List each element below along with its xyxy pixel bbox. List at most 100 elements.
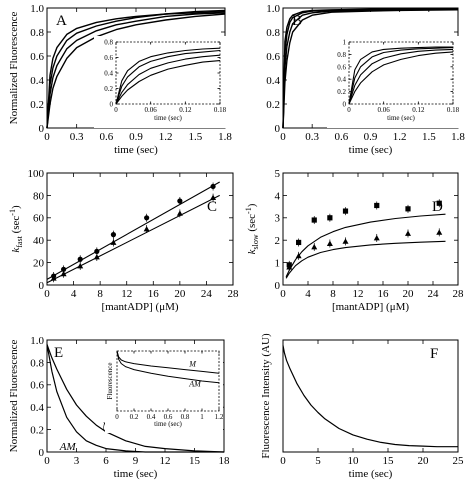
data-point	[436, 200, 442, 206]
fit-line	[285, 213, 446, 278]
panel-label: E	[54, 345, 63, 361]
y-tick-label: 0	[39, 123, 45, 135]
x-tick-label: 24	[428, 288, 440, 300]
inset-x-tick-label: 1	[200, 413, 204, 421]
x-tick-label: 28	[453, 288, 465, 300]
y-tick-label: 4	[275, 190, 281, 202]
inset-y-tick-label: 1	[343, 38, 347, 46]
x-tick-label: 12	[121, 288, 132, 300]
x-axis-label: time (sec)	[349, 468, 393, 480]
inset-y-tick-label: 0.2	[104, 85, 113, 93]
inset-y-tick-label: 0.6	[337, 63, 346, 71]
data-point	[210, 183, 216, 190]
x-tick-label: 0.3	[305, 131, 319, 143]
inset-y-tick-label: 0.6	[104, 54, 113, 62]
x-tick-label: 0.9	[364, 131, 378, 143]
inset-trace-line	[115, 49, 221, 105]
inset-y-tick-label: 0.4	[104, 69, 113, 77]
x-tick-label: 0.6	[334, 131, 348, 143]
x-tick-label: 0.9	[129, 131, 143, 143]
y-tick-label: 1	[275, 257, 281, 269]
data-point	[296, 239, 302, 246]
trace-line	[282, 9, 459, 129]
inset-x-tick-label: 0.12	[179, 106, 192, 114]
y-tick-label: 0.4	[30, 75, 44, 87]
y-axis-label: Fluorescence Intensity (AU)	[260, 333, 272, 459]
data-point	[210, 194, 217, 201]
y-tick-label: 0.2	[30, 424, 44, 436]
inset-x-tick-label: 1.2	[215, 413, 224, 421]
x-tick-label: 0	[280, 131, 286, 143]
x-axis-label: [mantADP] (μM)	[332, 301, 409, 313]
inset-plot: 0 0.06 0.12 0.18 0 0.2 0.4 0.6 0.8 1 time (sec)	[327, 36, 460, 128]
panel-label: B	[292, 13, 302, 29]
inset-x-tick-label: 0.8	[181, 413, 190, 421]
trace-line	[46, 12, 226, 129]
inset-series-label-m: M	[188, 360, 197, 369]
y-tick-label: 0.8	[30, 27, 44, 39]
x-tick-label: 1.2	[393, 131, 407, 143]
data-point	[373, 234, 380, 241]
data-point	[94, 248, 100, 254]
data-point	[342, 208, 349, 214]
x-tick-label: 20	[403, 288, 415, 300]
x-tick-label: 16	[378, 288, 390, 300]
x-tick-label: 15	[189, 455, 201, 467]
inset-y-tick-label: 0.8	[104, 38, 113, 46]
data-point	[61, 266, 67, 272]
fit-line	[46, 181, 220, 280]
y-tick-label: 0.8	[30, 357, 44, 369]
y-axis-label: kfast (sec-1)	[8, 205, 24, 253]
trace-line	[282, 345, 458, 448]
data-point	[405, 206, 411, 212]
x-axis-label: time (sec)	[349, 144, 393, 156]
x-tick-label: 0	[280, 288, 286, 300]
inset-x-tick-label: 0.6	[164, 413, 173, 421]
data-point	[436, 229, 443, 235]
x-tick-label: 0	[280, 455, 286, 467]
x-tick-label: 20	[174, 288, 186, 300]
x-tick-label: 1.8	[451, 131, 465, 143]
x-tick-label: 0.3	[70, 131, 84, 143]
inset-x-tick-label: 0.18	[214, 106, 227, 114]
trace-line	[46, 13, 226, 129]
plot-frame	[282, 172, 459, 286]
y-tick-label: 0	[39, 447, 45, 459]
y-tick-label: 0.6	[30, 51, 44, 63]
data-point	[144, 215, 150, 221]
x-tick-label: 1.8	[218, 131, 232, 143]
inset-x-tick-label: 0.4	[147, 413, 156, 421]
data-point	[77, 256, 83, 262]
data-point	[110, 232, 117, 238]
y-tick-label: 0	[39, 280, 45, 292]
x-tick-label: 10	[348, 455, 360, 467]
inset-x-axis-label: time (sec)	[387, 114, 415, 122]
data-point	[311, 243, 318, 250]
plot-frame	[46, 172, 234, 286]
x-tick-label: 16	[148, 288, 160, 300]
data-point	[143, 226, 150, 232]
panel-e: 0 3 6 9 12 15 18 0 0.2 0.4 0.6 0.8 1.0 E M AM time (sec)…	[8, 335, 230, 480]
data-point	[177, 198, 183, 204]
x-tick-label: 9	[133, 455, 139, 467]
inset-x-tick-label: 0	[347, 106, 351, 114]
inset-x-tick-label: 0.06	[145, 106, 158, 114]
data-point	[93, 254, 100, 260]
plot-frame	[282, 339, 459, 453]
y-tick-label: 0.6	[266, 51, 280, 63]
inset-trace-line	[115, 47, 221, 105]
data-point	[77, 262, 84, 269]
x-tick-label: 4	[305, 288, 311, 300]
y-axis-label: Normalized Fluorescence	[8, 340, 20, 453]
inset-trace-line	[116, 350, 220, 384]
inset-plot: 0 0.06 0.12 0.18 0 0.2 0.4 0.6 0.8 time (sec)	[94, 36, 227, 128]
x-tick-label: 0	[44, 131, 50, 143]
data-point	[405, 230, 411, 236]
y-tick-label: 3	[275, 213, 281, 225]
inset-x-tick-label: 0	[115, 413, 119, 421]
data-point	[176, 210, 183, 216]
y-axis-label: kslow (sec-1)	[244, 203, 260, 254]
